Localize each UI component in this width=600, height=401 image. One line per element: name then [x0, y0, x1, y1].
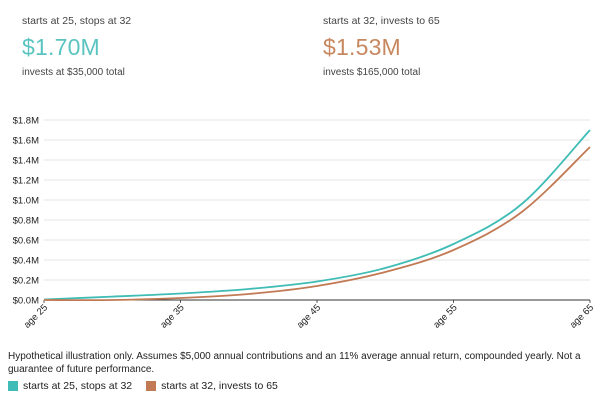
y-tick-label: $1.4M — [13, 156, 39, 167]
x-tick-label: age 35 — [158, 302, 186, 330]
y-tick-label: $1.6M — [13, 136, 39, 147]
summary-late: starts at 32, invests to 65 $1.53M inves… — [323, 14, 440, 79]
chart-legend: starts at 25, stops at 32 starts at 32, … — [8, 380, 292, 392]
summary-early: starts at 25, stops at 32 $1.70M invests… — [22, 14, 131, 79]
legend-swatch-late — [146, 381, 157, 391]
y-tick-label: $0.2M — [13, 276, 39, 287]
y-tick-label: $0.8M — [13, 216, 39, 227]
summary-late-note: invests $165,000 total — [323, 67, 421, 78]
y-tick-label: $1.2M — [13, 176, 39, 187]
y-tick-label: $1.8M — [13, 116, 39, 127]
x-tick-label: age 25 — [22, 302, 50, 330]
y-tick-label: $0.6M — [13, 236, 39, 247]
summary-late-caption: starts at 32, invests to 65 — [323, 15, 440, 27]
y-tick-label: $0.0M — [13, 296, 39, 307]
legend-swatch-early — [8, 381, 18, 391]
y-tick-label: $1.0M — [13, 196, 39, 207]
x-tick-label: age 45 — [295, 302, 323, 330]
legend-item-early: starts at 25, stops at 32 — [8, 380, 132, 392]
summary-early-note: invests at $35,000 total — [22, 67, 125, 78]
summary-early-caption: starts at 25, stops at 32 — [22, 15, 132, 27]
legend-label-late: starts at 32, invests to 65 — [161, 380, 278, 392]
growth-chart: $0.0M $0.2M $0.4M $0.6M $0.8M $1.0M $1.2M $1.4M… — [13, 116, 597, 331]
legend-item-late: starts at 32, invests to 65 — [146, 380, 278, 392]
series-line-late — [43, 146, 591, 302]
x-tick-label: age 65 — [568, 302, 596, 330]
legend-label-early: starts at 25, stops at 32 — [23, 380, 133, 392]
x-tick-label: age 55 — [431, 302, 459, 330]
series-line-early — [43, 129, 591, 301]
footnote: Hypothetical illustration only. Assumes … — [8, 351, 581, 375]
summary-early-value: $1.70M — [22, 34, 100, 60]
summary-late-value: $1.53M — [323, 34, 401, 60]
y-tick-label: $0.4M — [13, 256, 39, 267]
